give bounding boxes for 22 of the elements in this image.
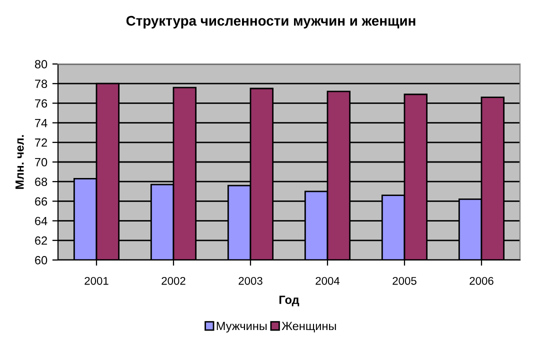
chart-title: Структура численности мужчин и женщин	[126, 16, 416, 28]
y-tick-label: 72	[35, 138, 47, 147]
legend-label: Мужчины	[216, 322, 267, 333]
y-tick-label: 64	[35, 216, 48, 226]
y-tick-label: 70	[35, 158, 48, 166]
y-tick-label: 80	[34, 60, 48, 68]
y-tick-label: 78	[35, 80, 48, 88]
y-tick-label: 74	[35, 118, 48, 128]
x-tick-label: 2004	[316, 276, 340, 285]
legend-label: Женщины	[282, 322, 336, 332]
y-tick-label: 68	[35, 178, 48, 186]
x-tick-label: 2005	[392, 276, 416, 285]
x-tick-label: 2003	[238, 276, 262, 285]
y-tick-label: 60	[35, 256, 48, 264]
x-axis-title: Год	[279, 296, 300, 306]
x-tick-label: 2006	[470, 276, 494, 285]
y-tick-label: 62	[35, 236, 47, 245]
y-axis-title: Млн. чел.	[16, 135, 24, 189]
x-tick-label: 2002	[162, 276, 186, 285]
y-tick-label: 66	[35, 197, 48, 206]
y-tick-label: 76	[35, 99, 48, 108]
x-tick-label: 2001	[84, 276, 108, 285]
